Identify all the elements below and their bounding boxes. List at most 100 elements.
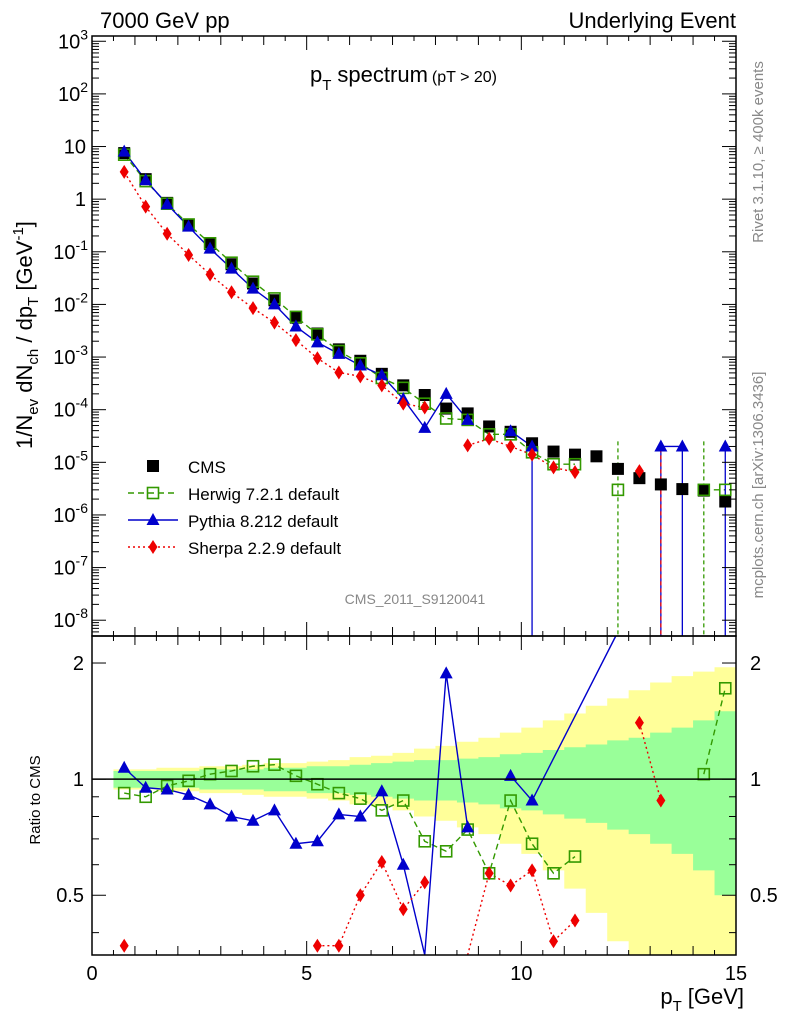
- y-tick-label: 10-3: [53, 342, 88, 369]
- data-point: [634, 464, 644, 479]
- header-right: Underlying Event: [568, 8, 736, 33]
- ratio-point: [354, 792, 367, 805]
- y-tick-label: 103: [58, 26, 88, 53]
- ratio-point: [225, 764, 238, 778]
- ratio-point: [246, 813, 260, 826]
- title-p: p: [310, 62, 322, 87]
- data-point: [461, 412, 475, 425]
- legend-label: Pythia 8.212 default: [188, 512, 339, 531]
- data-point: [203, 241, 217, 254]
- ratio-point: [160, 782, 174, 795]
- y-tick-label: 102: [58, 79, 88, 106]
- title-spectrum: spectrum: [337, 62, 427, 87]
- data-point: [267, 297, 281, 310]
- ratio-point: [289, 769, 303, 783]
- ratio-point: [504, 768, 518, 781]
- ratio-point: [268, 758, 281, 771]
- ratio-point: [353, 809, 367, 822]
- data-point: [398, 396, 408, 411]
- header-left: 7000 GeV pp: [100, 8, 230, 33]
- ratio-point: [117, 786, 131, 800]
- ratio-point: [549, 934, 559, 949]
- ratio-point: [656, 793, 666, 808]
- chart-title: pT spectrum (pT > 20): [310, 62, 497, 94]
- x-tick-label: 0: [86, 963, 97, 985]
- ratio-point: [634, 715, 644, 730]
- data-point: [547, 445, 560, 458]
- legend-label: CMS: [188, 458, 226, 477]
- ratio-point: [203, 797, 217, 810]
- ratio-point: [117, 760, 131, 773]
- data-point: [504, 424, 518, 437]
- data-point: [718, 439, 732, 452]
- data-point: [246, 281, 260, 294]
- ratio-point: [139, 780, 153, 793]
- data-point: [590, 450, 603, 463]
- y-tick-label: 1: [75, 189, 86, 211]
- ratio-tick-label: 2: [73, 653, 84, 675]
- data-point: [675, 439, 689, 452]
- y-axis-label: 1/Nev dNch / dpT [GeV-1]: [10, 221, 42, 449]
- ratio-point: [289, 836, 303, 849]
- ratio-tick-label-right: 0.5: [750, 885, 778, 907]
- data-point: [654, 478, 667, 491]
- title-sub: T: [322, 77, 331, 94]
- ratio-point: [332, 807, 346, 820]
- data-point: [248, 301, 258, 316]
- legend-label: Herwig 7.2.1 default: [188, 485, 339, 504]
- data-point: [697, 484, 710, 497]
- data-point: [483, 420, 496, 433]
- data-point: [440, 402, 453, 415]
- x-tick-label: 15: [725, 963, 747, 985]
- data-point: [205, 267, 215, 282]
- ratio-point: [525, 793, 539, 806]
- y-tick-label: 10-2: [53, 289, 88, 316]
- ratio-point: [267, 803, 281, 816]
- data-point: [611, 483, 625, 497]
- ratio-uncertainty-band: [113, 667, 736, 955]
- y-tick-label: 10-4: [53, 395, 88, 422]
- data-point: [310, 335, 324, 348]
- ratio-point: [332, 786, 346, 800]
- data-point: [439, 412, 453, 425]
- data-point: [633, 472, 646, 485]
- legend: CMS Herwig 7.2.1 default Pythia 8.212 defa…: [128, 458, 341, 558]
- data-point: [311, 327, 324, 340]
- data-point: [463, 438, 473, 453]
- data-point: [141, 199, 151, 214]
- y-tick-label: 10: [64, 137, 86, 159]
- ratio-point: [225, 809, 239, 822]
- ratio-tick-label-right: 2: [750, 653, 761, 675]
- data-point: [334, 365, 344, 380]
- ratio-point: [506, 878, 516, 893]
- data-point: [225, 261, 239, 274]
- mcplots-label: mcplots.cern.ch [arXiv:1306.3436]: [750, 372, 767, 599]
- legend-label: Sherpa 2.2.9 default: [188, 539, 341, 558]
- data-point: [269, 315, 279, 330]
- ratio-point: [568, 850, 582, 863]
- y-tick-label: 10-7: [53, 553, 88, 580]
- ratio-point: [439, 666, 453, 679]
- ratio-tick-label: 0.5: [56, 885, 84, 907]
- data-point: [569, 448, 581, 461]
- data-point: [291, 333, 301, 348]
- ratio-point: [418, 834, 432, 848]
- rivet-label: Rivet 3.1.10, ≥ 400k events: [750, 61, 767, 243]
- ratio-tick-label-right: 1: [750, 769, 761, 791]
- series-line: [123, 151, 469, 430]
- data-point: [527, 447, 537, 462]
- ratio-point: [182, 787, 196, 800]
- data-point: [506, 439, 516, 454]
- ratio-line: [703, 688, 726, 775]
- ratio-tick-label: 1: [73, 769, 84, 791]
- data-point: [420, 400, 430, 415]
- ratio-point: [525, 837, 539, 851]
- axis-ticks: 0 5 10 15 10-8 10-7 10-6 10-5 10-4 10-3 10-2 10-1 1 1…: [53, 26, 778, 985]
- data-point: [160, 197, 174, 210]
- title-cut: (pT > 20): [432, 69, 497, 86]
- ratio-point: [547, 866, 560, 880]
- data-point: [484, 431, 494, 446]
- x-axis-label: pT [GeV]: [660, 984, 744, 1015]
- data-point: [117, 144, 131, 157]
- x-tick-label: 10: [510, 963, 532, 985]
